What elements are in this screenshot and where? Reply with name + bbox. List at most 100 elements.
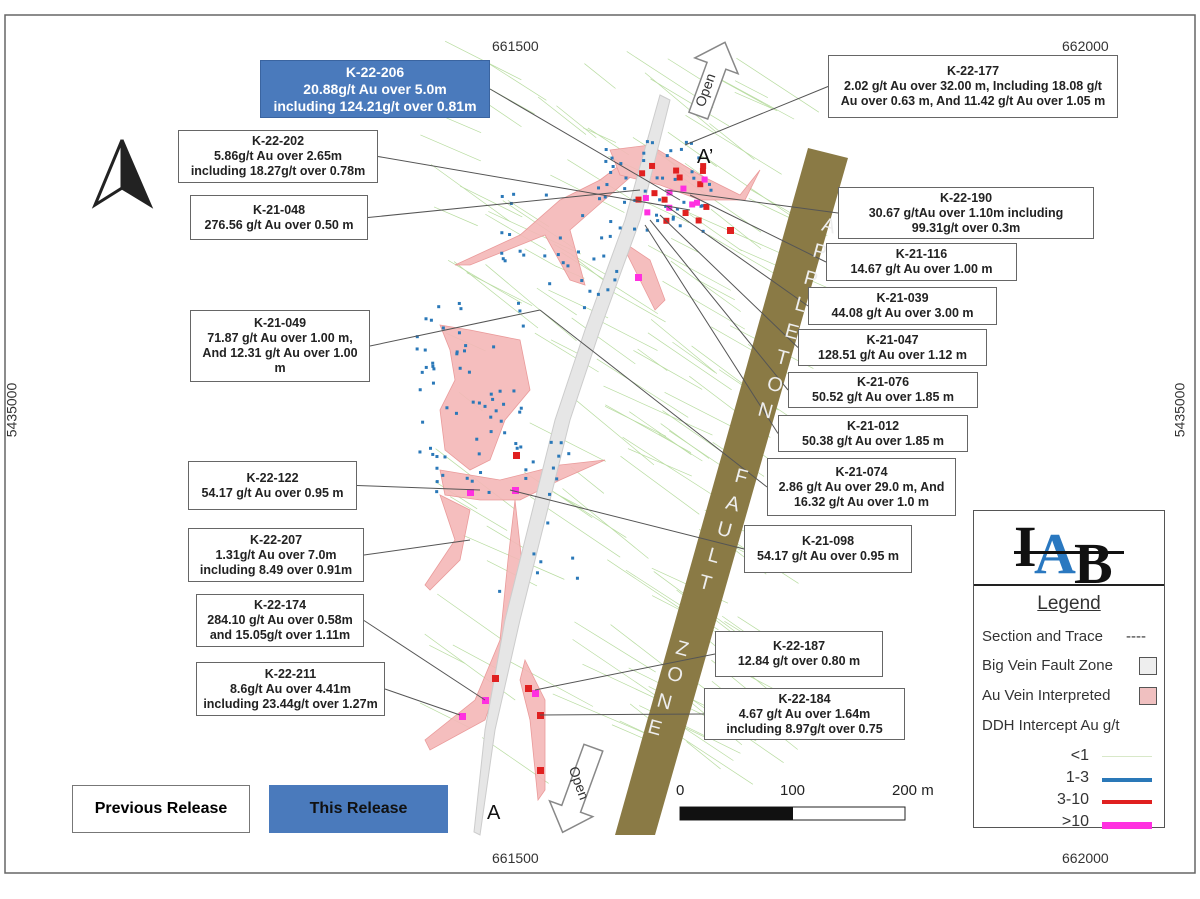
callout-line: including 8.97g/t over 0.75 (726, 721, 883, 736)
ddh-intercept (546, 521, 550, 525)
north-arrow (91, 139, 154, 209)
ddh-intercept (684, 140, 688, 144)
callout-hole-id: K-22-211 (264, 666, 317, 681)
ddh-intercept (415, 335, 419, 339)
callout-line: and 15.05g/t over 1.11m (209, 628, 351, 642)
drill-trace (553, 492, 585, 509)
ddh-intercept (602, 254, 606, 258)
ddh-intercept (532, 552, 536, 556)
ddh-intercept (477, 452, 481, 456)
drill-trace (524, 248, 557, 267)
legend-section-trace-symbol: ---- (1126, 628, 1146, 645)
drill-trace (552, 693, 647, 735)
ddh-intercept (432, 367, 436, 371)
ddh-intercept (445, 406, 449, 410)
ddh-intercept (518, 309, 522, 313)
drill-trace (736, 57, 820, 113)
ddh-intercept (503, 431, 507, 435)
drill-trace (734, 80, 769, 98)
drill-trace (584, 63, 616, 89)
drill-trace (734, 91, 778, 112)
drill-trace (688, 212, 791, 258)
ddh-intercept (522, 253, 526, 257)
ddh-intercept (500, 231, 504, 235)
drill-trace (667, 131, 717, 167)
coord-left: 5435000 (3, 382, 20, 438)
ddh-intercept (492, 675, 499, 682)
svg-text:I: I (1014, 514, 1037, 579)
leader-line (363, 539, 471, 556)
drill-trace (447, 260, 523, 304)
ddh-intercept (699, 167, 706, 174)
legend-class-swatch (1102, 800, 1152, 804)
ddh-intercept (707, 182, 711, 186)
open-arrow-top (687, 41, 740, 120)
leader-line (509, 489, 745, 550)
callout-line: 276.56 g/t Au over 0.50 m (204, 217, 354, 232)
appleton-fault-zone (615, 148, 848, 835)
ddh-intercept (519, 445, 523, 449)
drill-trace (459, 185, 523, 218)
ddh-intercept (503, 259, 507, 263)
ddh-intercept (642, 151, 646, 155)
ddh-intercept (459, 307, 463, 311)
drill-trace (644, 72, 718, 133)
drill-trace (430, 164, 511, 223)
drill-trace (453, 261, 539, 329)
callout-hole-id: K-21-074 (835, 464, 888, 479)
callout-hole-id: K-21-116 (895, 247, 948, 261)
ddh-intercept (700, 163, 707, 170)
drill-trace (574, 621, 656, 673)
leader-line (369, 309, 541, 347)
ddh-intercept (623, 187, 627, 191)
callout-line: m (274, 361, 286, 375)
ddh-intercept (671, 217, 675, 221)
ddh-intercept (498, 589, 502, 593)
coord-right: 5435000 (1171, 382, 1188, 438)
legend-class-label: 3-10 (1056, 791, 1089, 808)
drill-trace (571, 317, 636, 365)
ddh-intercept (459, 713, 466, 720)
ddh-intercept (649, 162, 656, 169)
big-vein-fault-zone (473, 94, 671, 836)
callout-line: 71.87 g/t Au over 1.00 m, (207, 331, 353, 345)
ddh-intercept (418, 388, 422, 392)
drill-trace (607, 559, 683, 610)
ddh-intercept (435, 466, 439, 470)
ddh-intercept (666, 189, 673, 196)
callout-line: 44.08 g/t Au over 3.00 m (831, 306, 974, 320)
legend-class-label: 1-3 (1065, 769, 1089, 786)
leader-line (649, 219, 789, 391)
ddh-intercept (588, 289, 592, 293)
callout-hole-id: K-21-076 (856, 375, 910, 389)
callout-hole-id: K-22-122 (246, 470, 299, 485)
drill-trace (674, 732, 754, 785)
legend-class-swatch (1102, 756, 1152, 757)
callout-hole-id: K-22-190 (939, 190, 993, 205)
ddh-intercept (543, 254, 547, 258)
ddh-intercept (597, 186, 601, 190)
ddh-intercept (437, 305, 441, 309)
callout-line: including 23.44g/t over 1.27m (203, 696, 378, 711)
ddh-intercept (655, 213, 659, 217)
drill-trace (662, 280, 746, 330)
ddh-intercept (603, 195, 607, 199)
scale-bar (679, 806, 906, 821)
drill-trace (556, 105, 597, 139)
callout-line: Au over 0.63 m, And 11.42 g/t Au over 1.… (840, 94, 1106, 108)
scale-tick-100: 100 (780, 782, 806, 799)
ddh-intercept (470, 479, 474, 483)
big-vein-swatch (1139, 657, 1157, 675)
ddh-intercept (548, 492, 552, 496)
ddh-intercept (575, 576, 579, 580)
callout-line: 2.86 g/t Au over 29.0 m, And (778, 479, 945, 494)
ddh-intercept (517, 301, 521, 305)
callout-hole-id: K-21-048 (252, 202, 306, 217)
callout-hole-id: K-22-174 (253, 598, 307, 612)
ddh-intercept (695, 217, 702, 224)
ddh-intercept (582, 306, 586, 310)
ddh-intercept (512, 487, 519, 494)
ddh-intercept (471, 400, 475, 404)
leader-line (684, 86, 829, 146)
